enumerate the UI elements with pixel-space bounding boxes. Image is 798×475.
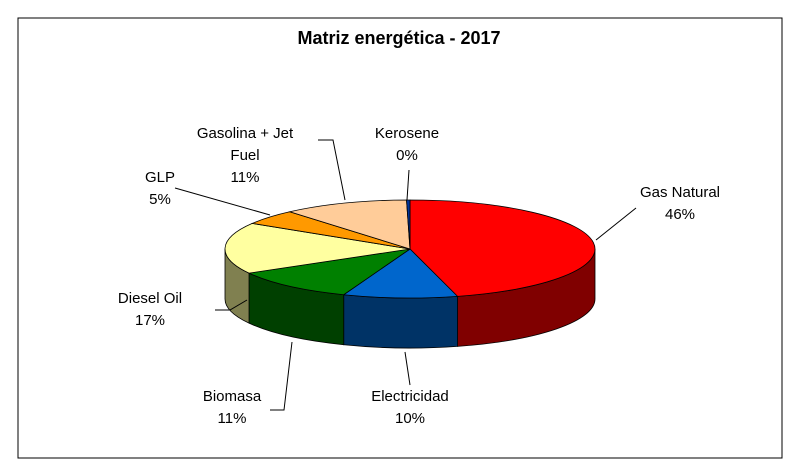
value-label: 0% — [396, 147, 418, 164]
leader-line — [595, 207, 637, 241]
slice — [406, 199, 411, 250]
value-label: 46% — [664, 206, 696, 223]
leader-line — [174, 187, 271, 216]
category-label: Gas Natural — [639, 184, 721, 201]
value-label: 5% — [149, 191, 171, 208]
slice — [288, 199, 411, 250]
value-label: 11% — [217, 410, 247, 427]
category-label: Kerosene — [374, 125, 440, 142]
chart-title: Matriz energética - 2017 — [297, 28, 500, 48]
value-label: 11% — [230, 169, 260, 186]
slice — [342, 248, 459, 299]
value-label: 17% — [134, 312, 166, 329]
slice-label: Gasolina + Jet Fuel 11% — [180, 123, 310, 189]
slice-label: Kerosene 0% — [342, 123, 472, 167]
slice-label: Gas Natural 46% — [615, 182, 745, 226]
category-label: Diesel Oil — [117, 290, 183, 307]
category-label: Gasolina + Jet Fuel — [196, 125, 294, 164]
slice-label: Biomasa 11% — [167, 386, 297, 430]
slice-label: Diesel Oil 17% — [85, 288, 215, 332]
leader-line — [404, 351, 411, 386]
slice — [409, 199, 596, 297]
value-label: 10% — [394, 410, 426, 427]
slice-side — [343, 294, 458, 349]
category-label: Electricidad — [371, 388, 449, 405]
slice — [224, 222, 411, 274]
slice — [247, 248, 411, 296]
category-label: GLP — [144, 169, 175, 186]
leader-line — [270, 341, 293, 411]
leader-line — [215, 299, 248, 311]
category-label: Biomasa — [202, 388, 262, 405]
leader-line — [318, 139, 346, 201]
leader-line — [406, 169, 410, 201]
slice-label: Electricidad 10% — [345, 386, 475, 430]
slice-label: GLP 5% — [95, 167, 225, 211]
